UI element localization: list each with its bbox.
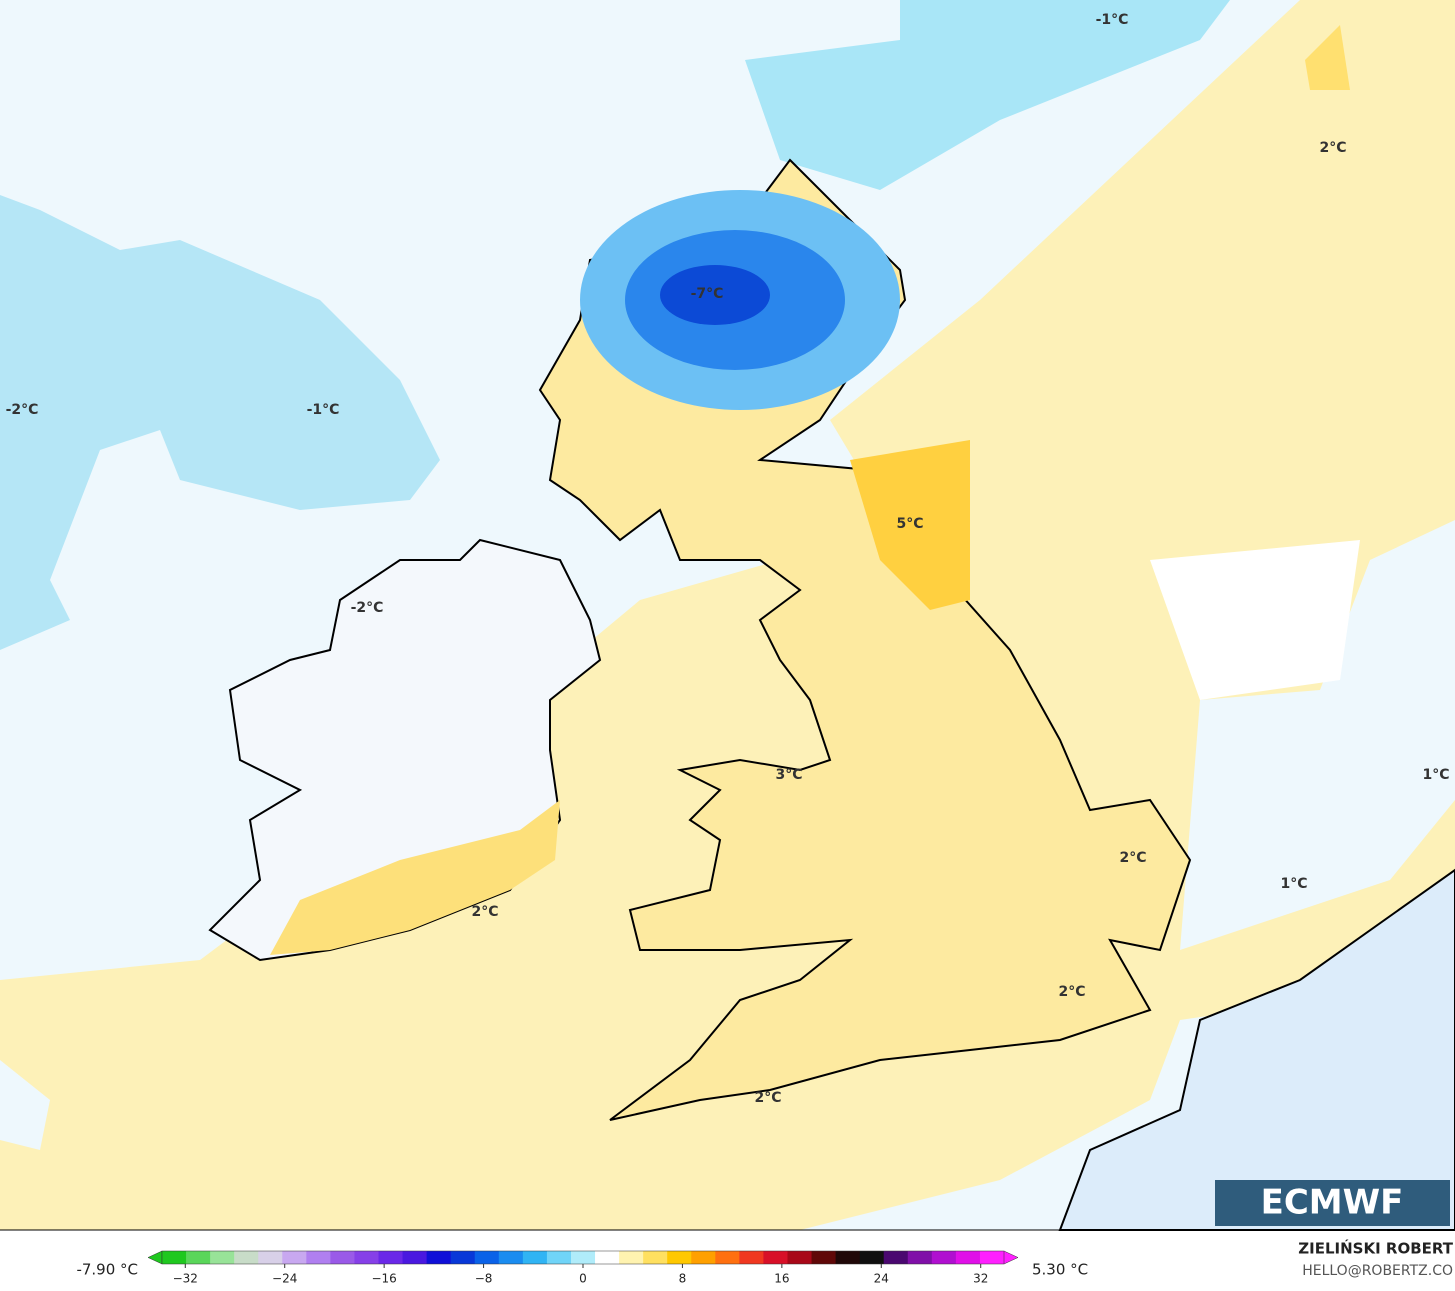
colorbar-end: [147, 1250, 163, 1265]
colorbar-tick-label: 32: [973, 1272, 988, 1286]
contour-label: 2°C: [1319, 140, 1346, 156]
contour-label: -1°C: [1096, 12, 1129, 28]
colorbar-tick-label: −24: [272, 1272, 297, 1286]
colorbar-min: -7.90 °C: [76, 1261, 138, 1279]
colorbar-tick-label: 8: [679, 1272, 687, 1286]
map: -1°C 2°C -2°C -1°C -7°C 5°C -2°C 3°C 2°C…: [0, 0, 1455, 1231]
colorbar-segment: [186, 1251, 211, 1264]
continent: [1058, 868, 1455, 1231]
colorbar-segment: [498, 1251, 524, 1264]
colorbar-tick-label: −16: [371, 1272, 396, 1286]
colorbar-segment: [450, 1251, 476, 1264]
author: ZIELIŃSKI ROBERT: [1298, 1239, 1453, 1258]
colorbar-segment: [402, 1251, 428, 1264]
colorbar-segment: [162, 1251, 187, 1264]
colorbar-segment: [643, 1251, 668, 1264]
cold-core: [660, 265, 770, 325]
colorbar-segment: [715, 1251, 740, 1264]
colorbar-segment: [570, 1251, 596, 1264]
warm-area: [270, 800, 560, 955]
warm-area: [850, 440, 970, 610]
colorbar-segment: [210, 1251, 235, 1264]
contour-label: 2°C: [471, 904, 498, 920]
colorbar-segment: [739, 1251, 764, 1264]
colorbar-segment: [955, 1251, 981, 1264]
contour-label: 3°C: [775, 767, 802, 783]
colorbar-segment: [474, 1251, 500, 1264]
colorbar-tick-label: 0: [579, 1272, 587, 1286]
colorbar-segment: [787, 1251, 813, 1264]
colorbar-segment: [691, 1251, 716, 1264]
colorbar-segment: [234, 1251, 259, 1264]
colorbar-segment: [883, 1251, 909, 1264]
contour-label: 2°C: [754, 1090, 781, 1106]
colorbar-segment: [619, 1251, 644, 1264]
colorbar-segment: [546, 1251, 572, 1264]
contour-label: -2°C: [351, 600, 384, 616]
colorbar-segment: [931, 1251, 957, 1264]
colorbar-segment: [835, 1251, 861, 1264]
logo: ECMWF: [1261, 1183, 1404, 1223]
colorbar-segment: [907, 1251, 933, 1264]
colorbar-segment: [595, 1251, 620, 1264]
colorbar-segment: [354, 1251, 380, 1264]
cold-area: [745, 0, 1230, 190]
contact: HELLO@ROBERTZ.CO: [1302, 1263, 1453, 1279]
colorbar-segment: [522, 1251, 548, 1264]
contour-label: 2°C: [1119, 850, 1146, 866]
colorbar-segment: [378, 1251, 404, 1264]
colorbar-segment: [859, 1251, 885, 1264]
contour-label: -2°C: [6, 402, 39, 418]
colorbar-segment: [763, 1251, 788, 1264]
colorbar-max: 5.30 °C: [1032, 1261, 1088, 1279]
colorbar-segment: [330, 1251, 355, 1264]
contour-label: 2°C: [1058, 984, 1085, 1000]
contour-label: 1°C: [1422, 767, 1449, 783]
warm-area: [1305, 25, 1350, 90]
cold-area: [0, 195, 440, 650]
colorbar-end: [1003, 1250, 1019, 1265]
contour-label: -7°C: [691, 286, 724, 302]
logo-box: [1215, 1180, 1450, 1226]
colorbar-tick-label: −8: [475, 1272, 493, 1286]
colorbar-segment: [811, 1251, 837, 1264]
colorbar-segment: [667, 1251, 692, 1264]
colorbar-tick-label: −32: [173, 1272, 198, 1286]
colorbar-segment: [426, 1251, 452, 1264]
colorbar-tick-label: 24: [874, 1272, 889, 1286]
colorbar-segment: [306, 1251, 331, 1264]
colorbar: −32 −24 −16 −8 0 8 16 24 32: [147, 1250, 1019, 1286]
colorbar-segment: [282, 1251, 307, 1264]
colorbar-segment: [979, 1251, 1005, 1264]
neutral-area: [1150, 540, 1360, 700]
colorbar-segment: [258, 1251, 283, 1264]
contour-label: 5°C: [896, 516, 923, 532]
contour-label: -1°C: [307, 402, 340, 418]
colorbar-tick-label: 16: [774, 1272, 789, 1286]
contour-label: 1°C: [1280, 876, 1307, 892]
